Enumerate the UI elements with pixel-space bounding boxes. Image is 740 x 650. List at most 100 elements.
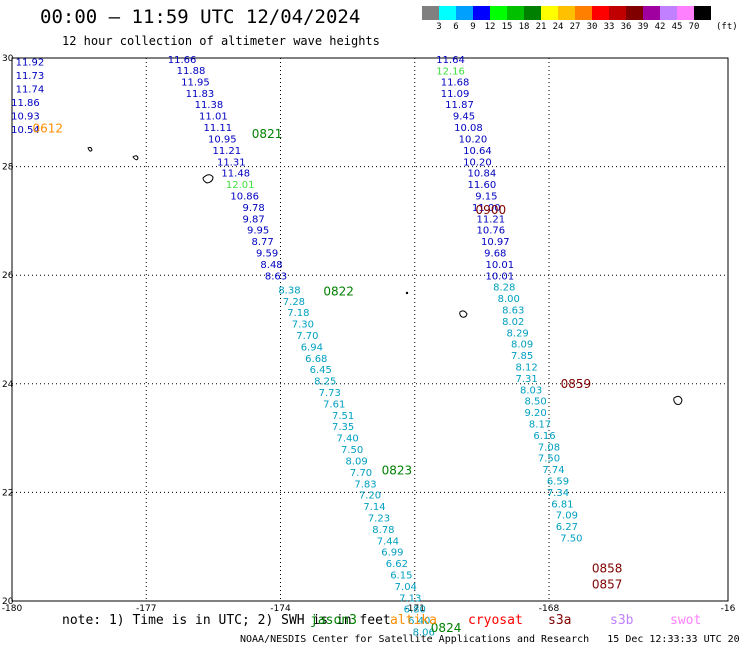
wave-height-value: 9.15 — [475, 191, 497, 202]
island-outline — [459, 310, 468, 318]
color-scale-unit: (ft) — [716, 22, 738, 32]
wave-height-value: 11.92 — [16, 57, 45, 68]
wave-height-value: 9.20 — [524, 408, 546, 419]
color-scale-label: 45 — [671, 22, 683, 32]
wave-height-value: 7.51 — [332, 411, 354, 422]
wave-height-value: 7.85 — [511, 351, 533, 362]
wave-height-value: 11.60 — [468, 180, 497, 191]
wave-height-value: 7.61 — [323, 399, 345, 410]
color-swatch-14 — [660, 6, 677, 20]
wave-height-value: 7.23 — [368, 513, 390, 524]
wave-height-value: 11.68 — [441, 77, 470, 88]
color-scale-label: 9 — [470, 22, 476, 32]
wave-height-value: 10.76 — [477, 226, 506, 237]
wave-height-value: 11.64 — [436, 55, 465, 66]
pass-time-label: 0900 — [476, 203, 507, 217]
color-swatch-7 — [541, 6, 558, 20]
satellite-legend-item: s3a — [548, 613, 572, 628]
page-title: 00:00 – 11:59 UTC 12/04/2024 — [40, 6, 361, 28]
color-scale-label: 6 — [453, 22, 459, 32]
lat-tick-label: 24 — [2, 380, 14, 390]
color-scale-label: 39 — [637, 22, 649, 32]
wave-height-value: 7.70 — [350, 468, 372, 479]
wave-height-value: 8.38 — [278, 285, 300, 296]
lat-tick-label: 20 — [2, 597, 14, 607]
wave-height-value: 8.25 — [314, 377, 336, 388]
island-outline — [202, 174, 214, 184]
wave-height-value: 11.01 — [199, 112, 228, 123]
pass-time-label: 0824 — [431, 621, 462, 635]
color-scale-label: 42 — [654, 22, 666, 32]
wave-height-value: 11.83 — [186, 89, 215, 100]
color-swatch-12 — [626, 6, 643, 20]
lat-tick-label: 28 — [2, 163, 14, 173]
pass-time-label: 0821 — [252, 127, 283, 141]
note-text: note: 1) Time is in UTC; 2) SWH is in fe… — [62, 613, 391, 628]
color-scale-label: 3 — [436, 22, 442, 32]
lon-tick-label: -16 — [721, 604, 736, 614]
footer-credit: NOAA/NESDIS Center for Satellite Applica… — [240, 634, 740, 645]
wave-height-value: 8.63 — [265, 271, 287, 282]
color-swatch-4 — [490, 6, 507, 20]
wave-height-value: 6.16 — [533, 431, 555, 442]
lat-tick-label: 26 — [2, 271, 14, 281]
wave-height-value: 11.11 — [204, 123, 233, 134]
satellite-legend-item: swot — [670, 613, 702, 628]
wave-height-value: 6.99 — [381, 548, 403, 559]
wave-height-value: 10.01 — [485, 260, 514, 271]
wave-height-value: 10.97 — [481, 237, 510, 248]
lon-tick-label: -174 — [270, 604, 291, 614]
wave-height-value: 7.13 — [399, 593, 421, 604]
color-swatch-8 — [558, 6, 575, 20]
wave-height-value: 11.88 — [177, 66, 206, 77]
lat-tick-label: 22 — [2, 488, 13, 498]
color-scale-label: 24 — [552, 22, 564, 32]
color-swatch-6 — [524, 6, 541, 20]
wave-height-value: 6.94 — [301, 342, 323, 353]
wave-height-value: 6.45 — [310, 365, 332, 376]
wave-height-value: 9.78 — [243, 203, 265, 214]
color-swatch-1 — [439, 6, 456, 20]
wave-height-value: 10.20 — [459, 134, 488, 145]
wave-height-value: 7.83 — [354, 479, 376, 490]
wave-height-value: 6.68 — [305, 354, 327, 365]
pass-time-label: 0858 — [592, 561, 623, 575]
satellite-legend-item: altika — [390, 613, 437, 628]
wave-height-value: 6.40 — [408, 616, 430, 627]
wave-height-value: 11.87 — [445, 100, 474, 111]
wave-height-value: 7.31 — [515, 374, 537, 385]
wave-height-value: 7.14 — [363, 502, 385, 513]
color-swatch-15 — [677, 6, 694, 20]
wave-height-value: 6.81 — [551, 499, 573, 510]
wave-height-value: 7.20 — [359, 491, 381, 502]
wave-height-value: 11.95 — [181, 77, 210, 88]
wave-height-value: 7.40 — [336, 434, 358, 445]
color-swatch-3 — [473, 6, 490, 20]
wave-height-value: 9.45 — [453, 112, 475, 123]
wave-height-value: 12.16 — [436, 67, 465, 78]
wave-height-value: 7.74 — [542, 465, 564, 476]
color-scale-label: 18 — [518, 22, 530, 32]
color-swatch-0 — [422, 6, 439, 20]
color-scale-label: 30 — [586, 22, 598, 32]
wave-height-value: 10.84 — [468, 169, 497, 180]
color-scale-label: 36 — [620, 22, 632, 32]
color-scale-label: 12 — [484, 22, 496, 32]
island-dot — [405, 291, 409, 295]
lat-tick-label: 30 — [2, 54, 14, 64]
pass-time-label: 0822 — [323, 284, 354, 298]
wave-height-value: 7.28 — [283, 297, 305, 308]
island-outline — [673, 395, 683, 405]
pass-time-label: 0859 — [561, 377, 592, 391]
page-subtitle: 12 hour collection of altimeter wave hei… — [62, 34, 380, 48]
wave-height-value: 6.59 — [547, 477, 569, 488]
wave-height-value: 11.74 — [16, 84, 45, 95]
wave-height-value: 9.59 — [256, 248, 278, 259]
wave-height-value: 8.77 — [251, 237, 273, 248]
wave-height-value: 8.48 — [260, 260, 282, 271]
wave-height-value: 8.03 — [520, 385, 542, 396]
wave-height-value: 12.01 — [226, 180, 255, 191]
wave-height-value: 9.68 — [484, 248, 506, 259]
wave-height-value: 8.28 — [493, 283, 515, 294]
wave-height-value: 7.08 — [538, 442, 560, 453]
